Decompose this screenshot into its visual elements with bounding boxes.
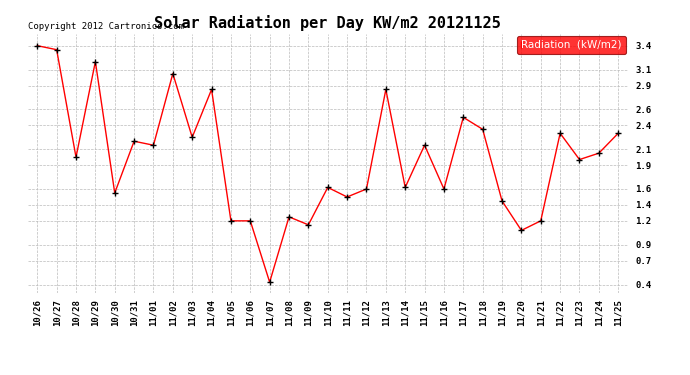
Title: Solar Radiation per Day KW/m2 20121125: Solar Radiation per Day KW/m2 20121125: [155, 15, 501, 31]
Text: Copyright 2012 Cartronics.com: Copyright 2012 Cartronics.com: [28, 22, 184, 31]
Legend: Radiation  (kW/m2): Radiation (kW/m2): [517, 36, 626, 54]
